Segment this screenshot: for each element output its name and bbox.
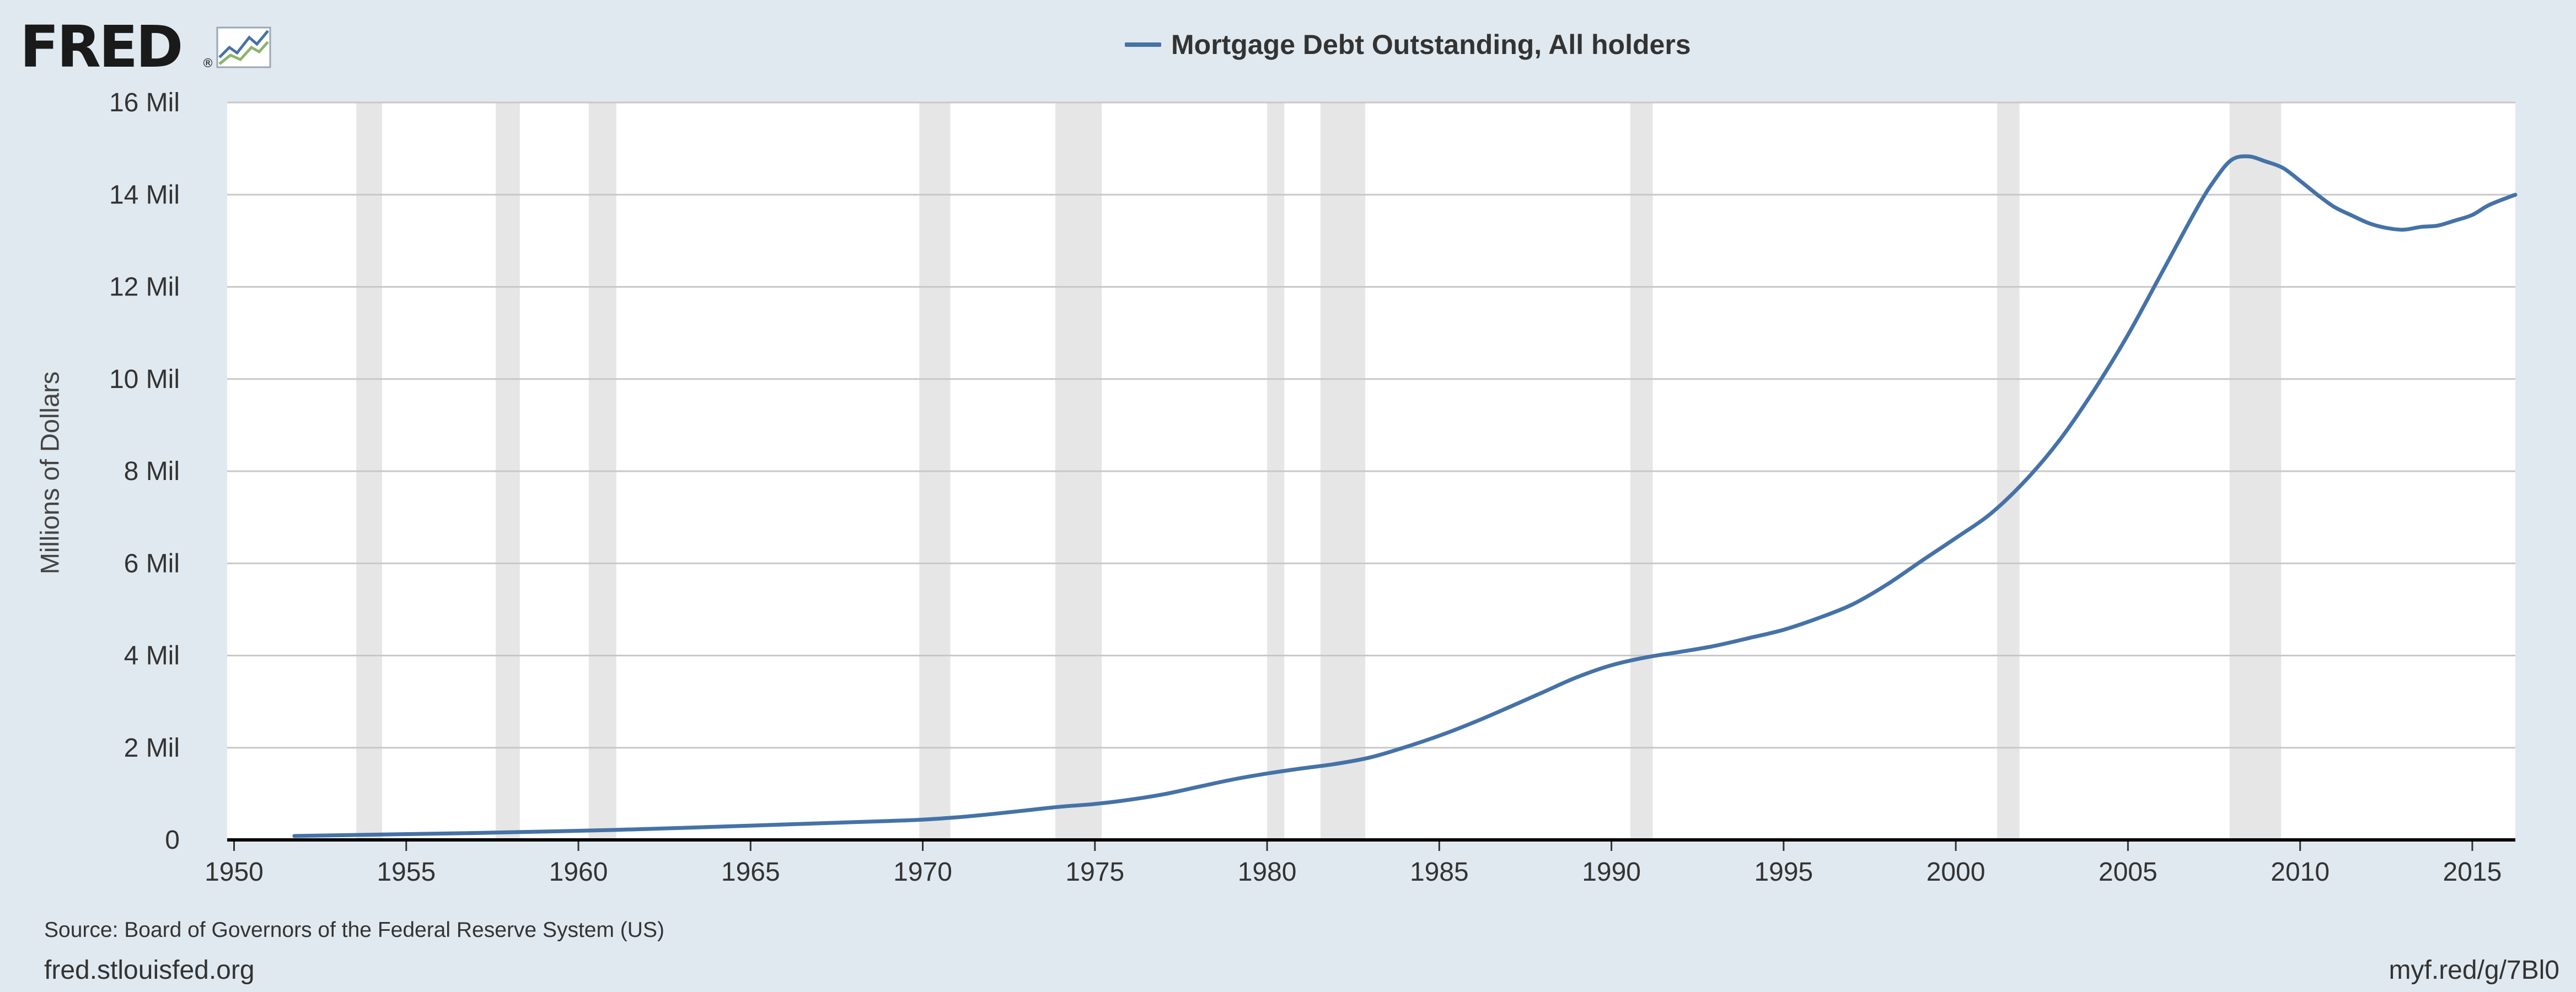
- y-tick-label: 6 Mil: [124, 549, 180, 578]
- x-tick-label: 1960: [549, 858, 608, 887]
- x-tick-label: 1955: [377, 858, 436, 887]
- x-tick-label: 1980: [1238, 858, 1297, 887]
- x-tick-label: 1950: [205, 858, 264, 887]
- fred-logo[interactable]: FRED ®: [20, 13, 271, 80]
- legend-series-label: Mortgage Debt Outstanding, All holders: [1171, 29, 1691, 60]
- y-tick-label: 10 Mil: [109, 365, 180, 394]
- line-chart: 0 2 Mil 4 Mil 6 Mil 8 Mil 10 Mil 12 Mil 14 Mil 1…: [109, 88, 2518, 887]
- x-tick-label: 1965: [721, 858, 780, 887]
- y-tick-label: 4 Mil: [124, 641, 180, 671]
- fred-logo-text: FRED: [20, 13, 183, 80]
- x-tick-label: 1970: [893, 858, 952, 887]
- y-tick-label: 8 Mil: [124, 457, 180, 486]
- x-tick-label: 1975: [1065, 858, 1124, 887]
- x-tick-label: 2000: [1926, 858, 1985, 887]
- y-tick-label: 14 Mil: [109, 180, 180, 209]
- y-axis-ticks: 0 2 Mil 4 Mil 6 Mil 8 Mil 10 Mil 12 Mil 14 Mil 1…: [109, 88, 180, 855]
- x-tick-label: 2005: [2099, 858, 2158, 887]
- x-tick-label: 1990: [1582, 858, 1641, 887]
- x-axis-ticks: 1950 1955 1960 1965 1970 1975 1980 1985 1990 1995…: [205, 840, 2502, 887]
- y-tick-label: 0: [165, 826, 180, 855]
- x-tick-label: 1995: [1754, 858, 1813, 887]
- x-tick-label: 2015: [2443, 858, 2502, 887]
- x-tick-label: 2010: [2271, 858, 2330, 887]
- y-tick-label: 2 Mil: [124, 734, 180, 763]
- y-tick-label: 16 Mil: [109, 88, 180, 117]
- source-note: Source: Board of Governors of the Federa…: [44, 918, 664, 942]
- fred-chart-logo-icon: ®: [202, 26, 271, 69]
- legend-series-swatch: [1125, 42, 1161, 47]
- registered-mark: ®: [202, 57, 214, 69]
- y-gridlines: [227, 101, 2515, 749]
- site-link[interactable]: fred.stlouisfed.org: [44, 956, 255, 985]
- x-tick-label: 1985: [1410, 858, 1469, 887]
- short-link[interactable]: myf.red/g/7Bl0: [2389, 956, 2559, 985]
- series-line-mortgage-debt: [292, 154, 2518, 838]
- y-tick-label: 12 Mil: [109, 273, 180, 302]
- chart-legend: Mortgage Debt Outstanding, All holders: [1125, 25, 1691, 64]
